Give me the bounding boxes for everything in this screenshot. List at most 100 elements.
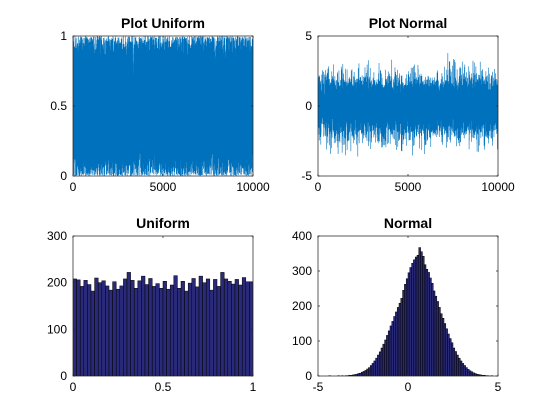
histogram-bar: [234, 279, 239, 376]
histogram-bar: [115, 288, 121, 376]
histogram-bar: [373, 360, 376, 376]
histogram-bar: [79, 286, 85, 376]
histogram-bar: [180, 281, 185, 376]
histogram-bar: [391, 321, 394, 376]
histogram-bar: [73, 278, 77, 376]
histogram-bar: [467, 369, 470, 376]
histogram-bar: [422, 256, 425, 376]
histogram-bar: [151, 286, 157, 376]
histogram-bar: [241, 277, 247, 376]
histogram-bar: [436, 301, 439, 376]
histogram-bar: [429, 277, 432, 376]
histogram-bar: [123, 278, 128, 376]
histogram-bar: [384, 339, 387, 376]
histogram-bar: [155, 283, 160, 376]
histogram-bar: [461, 363, 465, 376]
histogram-bar: [97, 282, 103, 376]
histogram-bar: [362, 371, 366, 376]
histogram-bar: [90, 290, 95, 376]
histogram-bar: [400, 298, 403, 376]
x-tick-label: -5: [313, 380, 324, 394]
subplot-plot-uniform: 0 5000 10000 0 0.5 1 Plot Uniform: [50, 15, 270, 194]
histogram-bar: [119, 285, 124, 376]
histogram-bar: [148, 278, 153, 376]
y-tick-label: 300: [292, 264, 312, 278]
histogram-bar: [425, 269, 429, 376]
histogram-bar: [231, 283, 236, 376]
histogram-bar: [166, 288, 171, 376]
histogram-bar: [418, 247, 421, 376]
histogram-bar: [441, 318, 445, 376]
x-tick-label: 1: [250, 380, 257, 394]
histogram-bar: [472, 372, 475, 376]
x-tick-label: 0: [315, 180, 322, 194]
histogram-bar: [407, 272, 411, 376]
subplot-title: Plot Uniform: [121, 15, 205, 31]
histogram-bar: [169, 284, 175, 376]
histogram-bar: [470, 371, 474, 376]
histogram-bar: [159, 288, 164, 376]
histogram-bar: [198, 275, 203, 376]
histogram-bar: [414, 256, 418, 376]
histogram-bar: [468, 370, 472, 376]
histogram-bar: [177, 288, 182, 376]
histogram-bar: [423, 264, 427, 376]
y-tick-label: 100: [292, 334, 312, 348]
x-tick-label: 10000: [481, 180, 515, 194]
histogram-bar: [427, 272, 430, 376]
histogram-bar: [411, 263, 414, 376]
histogram-bar: [416, 255, 420, 376]
histogram-bar: [83, 280, 88, 376]
histogram-bar: [456, 354, 459, 376]
histogram-bar: [364, 370, 367, 376]
histogram-bar: [359, 372, 362, 376]
histogram-bar: [87, 284, 92, 376]
histogram-bar: [450, 342, 454, 376]
histogram-bar: [209, 289, 214, 376]
plot-area: [73, 36, 253, 176]
histogram-bar: [443, 323, 447, 376]
x-tick-label: 5: [495, 380, 502, 394]
histogram-bar: [438, 307, 441, 376]
histogram-bar: [130, 280, 135, 376]
y-tick-label: 200: [47, 276, 67, 290]
x-tick-label: 0.5: [155, 380, 172, 394]
histogram-bar: [402, 290, 405, 376]
histogram-bar: [105, 285, 110, 376]
x-tick-label: 5000: [395, 180, 422, 194]
histogram-bar: [137, 280, 142, 376]
histogram-bar: [366, 368, 369, 376]
histogram-bar: [459, 360, 463, 376]
histogram-bar: [227, 281, 232, 376]
histogram-bar: [216, 286, 221, 376]
x-tick-label: 0: [70, 180, 77, 194]
histogram-bar: [449, 338, 452, 376]
histogram-bar: [434, 295, 438, 376]
histogram-bar: [360, 371, 364, 376]
y-tick-label: 0: [60, 369, 67, 383]
histogram-bar: [395, 311, 398, 376]
subplot-title: Uniform: [136, 215, 190, 231]
histogram-bar: [202, 282, 207, 376]
histogram-bar: [405, 278, 409, 376]
histogram-bar: [386, 335, 389, 376]
histogram-bar: [380, 347, 384, 376]
histogram-bar: [452, 347, 456, 376]
histogram-bar: [440, 313, 443, 376]
histogram-bar: [162, 281, 167, 376]
y-tick-label: 0: [305, 99, 312, 113]
histogram-bar: [398, 302, 402, 376]
histogram-bar: [404, 284, 407, 376]
histogram-bar: [463, 365, 466, 376]
histogram-bar: [377, 354, 380, 376]
y-tick-label: 0: [305, 369, 312, 383]
histogram-bar: [431, 283, 434, 376]
histogram-bar: [101, 280, 106, 376]
y-tick-label: -5: [301, 169, 312, 183]
histogram-bar: [108, 289, 113, 376]
histogram-bar: [389, 325, 393, 376]
histogram-bar: [205, 278, 211, 376]
